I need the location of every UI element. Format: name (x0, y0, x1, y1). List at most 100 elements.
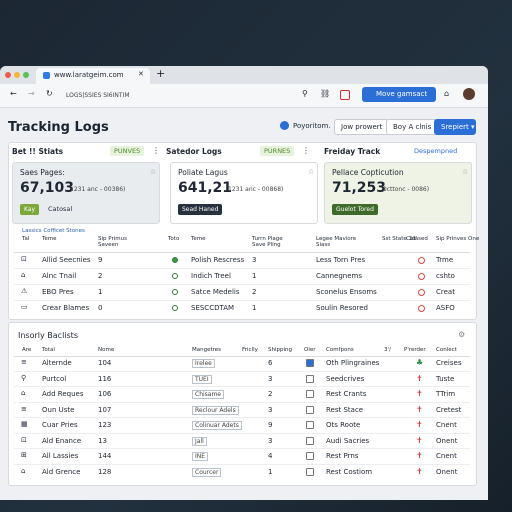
divider (14, 463, 470, 465)
status-dot (172, 305, 178, 311)
cell: 0 (98, 304, 103, 312)
cell: Audi Sacries (326, 436, 370, 445)
checkbox[interactable] (306, 467, 314, 476)
cell: Add Reques (42, 390, 84, 398)
checkbox[interactable] (306, 359, 314, 367)
column-header: Sip Primus Saveen (98, 236, 127, 248)
cell: Seedcrives (326, 374, 365, 383)
cell: 144 (98, 452, 112, 460)
list-panel (8, 322, 477, 486)
column-header: Sip Prinves One (436, 236, 480, 242)
status-dot (418, 289, 425, 296)
new-tab[interactable]: + (156, 67, 166, 80)
cell: Courcer (192, 467, 222, 477)
card-tag[interactable]: Sead Haned (178, 204, 223, 215)
status-dot (172, 289, 178, 295)
table-caption: Lassics Cofficet Stones (22, 228, 85, 234)
column-header: Comfpons (326, 347, 354, 353)
forward[interactable]: → (28, 89, 35, 98)
card-value: 71,253 (332, 180, 387, 196)
card-label: Saes Pages: (20, 168, 65, 177)
icon (280, 121, 289, 130)
cell: Oun Uste (42, 405, 75, 414)
checkbox[interactable] (306, 452, 314, 460)
row-icon: ⊡ (21, 435, 27, 444)
badge: PUNVES (110, 146, 145, 156)
column-header: Friclly (242, 347, 258, 353)
card-note: Octtonc - 0086) (382, 186, 430, 193)
status-dot (418, 305, 425, 312)
card-value: 641,21 (178, 180, 233, 196)
icon[interactable] (340, 90, 350, 100)
status-icon: ✝ (416, 451, 423, 460)
column-header: 3'/ (384, 347, 391, 353)
checkbox[interactable] (306, 436, 314, 445)
cell: Irelee (192, 359, 215, 368)
card-label: Pellace Copticution (332, 168, 404, 177)
cell: 1 (252, 272, 257, 280)
row-icon: ⚲ (21, 373, 27, 382)
icon[interactable]: ⌂ (444, 89, 450, 98)
tab-close[interactable]: ✕ (138, 70, 144, 78)
card-tag[interactable]: Guelot Tored (332, 204, 378, 215)
cell: 1 (98, 288, 103, 296)
cell: 4 (268, 452, 273, 460)
tab-label[interactable]: Satedor Logs (166, 147, 222, 156)
cell: Less Torn Pres (316, 256, 366, 264)
cell: Rest Prns (326, 452, 359, 460)
button[interactable]: Boy A clnis (386, 119, 439, 135)
primary-button[interactable]: Srepiert ▾ (434, 119, 476, 135)
row-icon: ⌂ (21, 466, 26, 475)
cell: Creat (436, 288, 455, 296)
back[interactable]: ← (10, 89, 17, 98)
status-dot (172, 273, 178, 279)
cell: Trme (436, 256, 454, 264)
status-icon: ✝ (416, 404, 423, 414)
cell: Ald Enance (42, 436, 82, 445)
cell: Jall (192, 436, 207, 446)
divider (14, 370, 470, 372)
action-button[interactable]: Move gamsact (362, 87, 436, 102)
button[interactable]: Jow prowert (334, 119, 390, 135)
icon[interactable]: ⛓ (320, 89, 331, 98)
cell: Ald Grence (42, 467, 81, 476)
reload[interactable]: ↻ (46, 89, 53, 98)
checkbox[interactable] (306, 374, 314, 383)
cell: Oth Plingraines (326, 359, 380, 367)
cell: 106 (98, 390, 112, 398)
checkbox[interactable] (306, 421, 314, 429)
divider (14, 417, 470, 418)
card-note: 1231 anc - 00868) (228, 186, 284, 193)
divider (14, 268, 470, 269)
tab[interactable] (36, 68, 150, 84)
card-tag[interactable]: Kay (20, 204, 40, 215)
cell: 1 (268, 467, 273, 476)
cell: EBO Pres (42, 288, 74, 296)
cell: Rest Stace (326, 405, 364, 414)
tab-label[interactable]: Bet !! Stiats (12, 147, 64, 156)
cell: Cnent (436, 421, 457, 429)
status-icon: ♣ (416, 358, 424, 367)
cell: Allid Seecnies (42, 256, 91, 264)
max-dot[interactable] (23, 72, 29, 78)
cell: 2 (252, 288, 257, 296)
column-header: Toto (168, 236, 180, 242)
avatar[interactable] (463, 88, 475, 100)
address[interactable]: LOGS|SSIES SI6INTIM (66, 92, 130, 99)
link[interactable]: Poyoritom. (293, 122, 331, 130)
checkbox[interactable] (306, 405, 314, 414)
cell: 6 (268, 359, 273, 367)
cell: 9 (268, 421, 273, 429)
cell: INE (192, 452, 209, 461)
checkbox[interactable] (306, 390, 314, 398)
card-icon: ☆ (150, 168, 157, 176)
column-header: Legee Maviore Siass (316, 236, 357, 248)
status-dot (172, 257, 178, 263)
icon[interactable]: ⚲ (302, 89, 308, 98)
menu: ⋮ (152, 146, 160, 155)
close-dot[interactable] (5, 72, 11, 78)
row-icon: ⊞ (21, 451, 27, 459)
tab-label[interactable]: Freiday Track (324, 147, 381, 156)
min-dot[interactable] (14, 72, 20, 78)
column-header: Teme (191, 236, 206, 242)
